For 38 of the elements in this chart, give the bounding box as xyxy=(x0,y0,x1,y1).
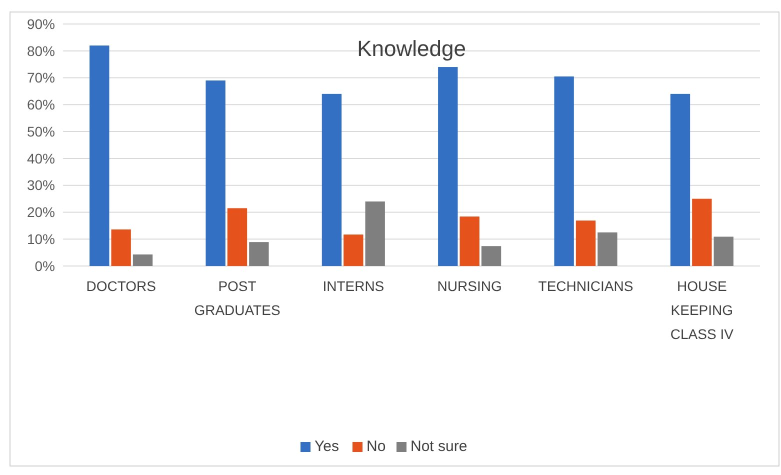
bar xyxy=(554,76,574,266)
x-tick-label: DOCTORS xyxy=(86,278,156,294)
y-tick-label: 40% xyxy=(26,150,55,166)
x-tick-label: HOUSE KEEPING CLASS IV xyxy=(670,278,734,342)
y-tick-label: 20% xyxy=(26,204,55,220)
legend-label: Yes xyxy=(314,438,339,455)
bar xyxy=(249,242,269,266)
legend-label: Not sure xyxy=(410,438,468,455)
text: Knowledge xyxy=(357,36,466,61)
bar xyxy=(438,67,458,266)
bar xyxy=(322,94,342,266)
bar xyxy=(692,198,712,266)
y-tick-label: 80% xyxy=(26,42,55,59)
y-tick-label: 60% xyxy=(26,96,55,113)
y-tick-label: 50% xyxy=(26,123,55,140)
y-tick-label: 0% xyxy=(34,258,55,274)
y-tick-label: 10% xyxy=(26,231,55,248)
x-tick-label: TECHNICIANS xyxy=(538,278,634,294)
bar xyxy=(365,201,385,266)
y-tick-label: 70% xyxy=(26,70,55,86)
bar xyxy=(714,236,734,266)
bar xyxy=(111,229,131,266)
bar xyxy=(576,220,596,266)
bar xyxy=(460,216,480,266)
bar xyxy=(206,80,226,266)
legend-label: No xyxy=(366,438,386,455)
y-tick-label: 30% xyxy=(26,177,55,194)
bar xyxy=(227,208,248,266)
bar xyxy=(90,46,110,266)
x-tick-label: POST GRADUATES xyxy=(194,278,280,318)
bar xyxy=(670,94,690,266)
bar xyxy=(598,232,618,266)
bar xyxy=(344,234,364,266)
x-tick-label: INTERNS xyxy=(322,278,384,294)
bar xyxy=(132,254,153,266)
bar xyxy=(481,246,502,266)
y-tick-label: 90% xyxy=(26,16,55,32)
x-tick-label: NURSING xyxy=(437,278,502,294)
